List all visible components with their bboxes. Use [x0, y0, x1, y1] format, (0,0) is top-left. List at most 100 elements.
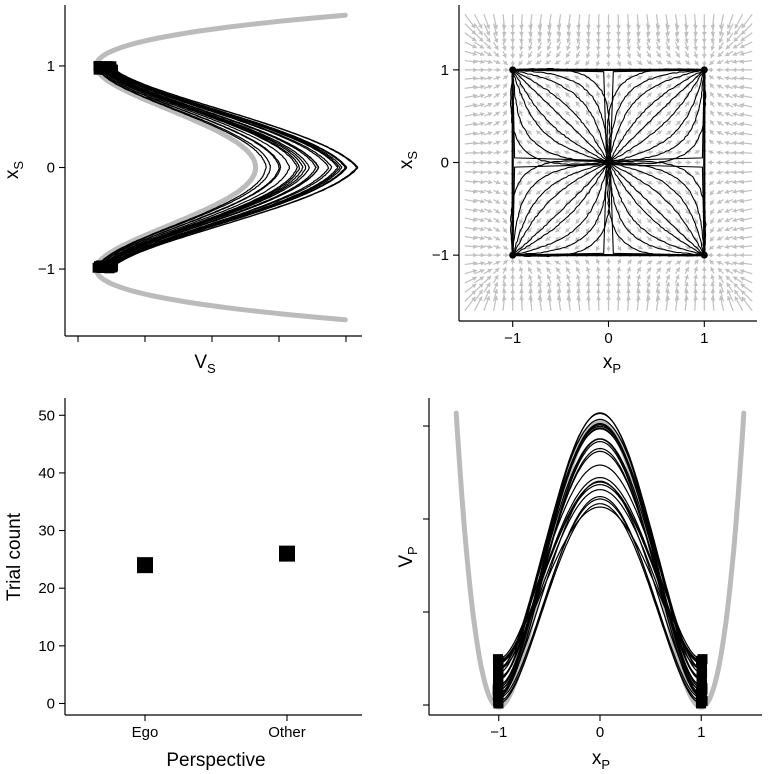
tr-trajectory	[510, 160, 609, 256]
tr-field-arrow	[483, 198, 493, 204]
tr-field-arrow	[537, 281, 543, 293]
tr-field-arrow	[595, 91, 601, 98]
tr-field-arrow	[646, 267, 652, 274]
tr-field-arrow	[626, 41, 631, 51]
tr-field-arrow	[732, 244, 743, 250]
br-gray-potential-curve	[453, 410, 747, 710]
tr-field-arrow	[483, 235, 493, 241]
br-trajectory	[498, 438, 702, 681]
tr-field-arrow	[655, 50, 662, 58]
bl-plot-area	[137, 545, 295, 574]
tr-field-arrow	[626, 91, 632, 98]
tr-field-arrow	[724, 121, 734, 127]
tr-field-arrow	[701, 266, 707, 274]
tr-field-arrow	[606, 14, 611, 30]
tr-field-arrow	[545, 189, 552, 195]
tr-field-arrow	[708, 150, 715, 155]
tr-field-arrow	[502, 217, 508, 225]
tr-field-arrow	[464, 93, 478, 99]
tr-field-arrow	[741, 13, 753, 29]
tr-field-arrow	[502, 227, 508, 234]
tr-field-arrow	[693, 14, 698, 30]
tr-field-arrow	[693, 281, 698, 293]
tr-field-arrow	[595, 119, 601, 126]
tr-field-arrow	[665, 180, 673, 185]
tr-field-arrow	[636, 274, 641, 284]
tr-field-arrow	[493, 226, 501, 233]
tr-field-arrow	[693, 51, 699, 59]
tr-field-arrow	[501, 14, 507, 30]
tr-field-arrow	[518, 129, 524, 136]
tr-field-arrow	[536, 101, 542, 108]
tr-field-arrow	[564, 92, 571, 99]
tr-field-arrow	[636, 110, 642, 117]
tr-field-arrow	[493, 244, 501, 250]
tr-field-arrow	[586, 274, 591, 284]
tr-field-arrow	[492, 14, 499, 30]
tr-field-arrow	[545, 236, 552, 242]
bl-x-axis-label: Perspective	[166, 750, 265, 771]
tr-field-arrow	[535, 140, 542, 145]
tr-field-arrow	[675, 217, 681, 224]
tr-field-arrow	[595, 60, 601, 67]
tr-field-arrow	[556, 14, 562, 30]
tr-field-arrow	[732, 112, 743, 117]
tr-field-arrow	[739, 140, 753, 146]
tr-field-arrow	[717, 50, 724, 58]
tr-field-arrow	[606, 218, 611, 225]
tr-field-arrow	[655, 92, 662, 99]
tr-field-arrow	[545, 226, 552, 233]
br-trajectory	[498, 498, 702, 699]
tr-field-arrow	[606, 266, 611, 274]
tr-field-arrow	[584, 60, 590, 66]
tr-field-arrow	[502, 51, 507, 59]
tr-field-arrow	[519, 281, 524, 293]
tr-field-arrow	[701, 274, 707, 283]
tr-field-arrow	[595, 208, 601, 216]
tr-field-arrow	[616, 119, 622, 126]
tr-fixed-point	[605, 159, 612, 166]
tr-field-arrow	[595, 227, 601, 234]
tr-plot-area	[464, 13, 753, 312]
tr-field-arrow	[655, 267, 662, 275]
tr-field-arrow	[724, 93, 734, 99]
tr-field-arrow	[544, 140, 552, 145]
tr-field-arrow	[724, 50, 734, 57]
tr-field-arrow	[716, 120, 724, 126]
br-end-marker-left	[493, 674, 504, 685]
tr-field-arrow	[707, 252, 714, 258]
tr-field-arrow	[464, 235, 478, 241]
tl-trajectory	[97, 65, 272, 267]
br-trajectory	[498, 428, 703, 674]
tr-field-arrow	[724, 198, 734, 204]
tr-trajectory	[512, 69, 609, 163]
tl-trajectory	[102, 67, 298, 267]
tr-field-arrow	[724, 217, 734, 223]
tr-field-arrow	[510, 60, 516, 67]
tr-field-arrow	[546, 267, 552, 275]
tr-field-arrow	[616, 266, 622, 274]
tr-field-arrow	[732, 93, 743, 99]
tr-field-arrow	[701, 42, 707, 51]
tr-field-arrow	[646, 180, 653, 185]
tr-field-arrow	[585, 129, 590, 136]
tr-field-arrow	[502, 236, 508, 243]
tr-field-arrow	[518, 100, 524, 108]
tr-field-arrow	[595, 51, 601, 59]
tr-field-arrow	[716, 150, 724, 156]
tr-field-arrow	[537, 295, 543, 311]
tr-field-arrow	[655, 41, 661, 51]
tr-field-arrow	[606, 60, 611, 67]
tr-field-arrow	[739, 102, 753, 108]
tr-field-arrow	[493, 59, 501, 65]
tr-field-arrow	[616, 281, 621, 293]
br-y-ticks	[423, 425, 429, 706]
tr-field-arrow	[510, 266, 516, 274]
tr-field-arrow	[701, 258, 707, 265]
tr-field-arrow	[626, 199, 632, 206]
bl-x-tick-label: Ego	[132, 724, 159, 741]
tr-field-arrow	[546, 288, 552, 302]
tr-field-arrow	[732, 131, 743, 136]
tr-field-arrow	[536, 208, 542, 215]
tr-field-arrow	[665, 50, 671, 58]
